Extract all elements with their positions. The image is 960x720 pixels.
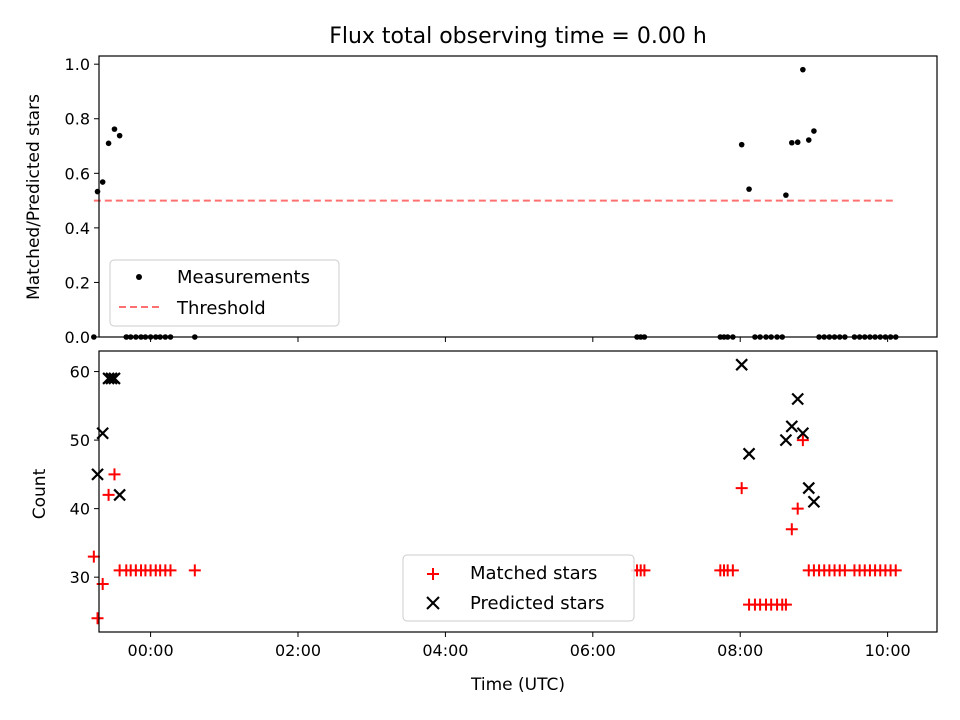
bottom-y-tick-label: 30 [70, 568, 90, 587]
top-y-tick-label: 0.4 [65, 219, 90, 238]
legend-measurements-marker [136, 274, 142, 280]
measurements-point [99, 179, 106, 185]
predicted-stars-point [785, 420, 799, 433]
top-y-tick-label: 1.0 [65, 55, 90, 74]
legend-threshold-label: Threshold [176, 298, 266, 319]
matched-stars-point [91, 612, 104, 625]
top-y-axis-label: Matched/Predicted stars [24, 94, 44, 300]
top-legend-box [109, 259, 340, 327]
legend-measurements-label: Measurements [177, 267, 310, 288]
matched-stars-point [785, 523, 798, 536]
measurements-point [746, 186, 752, 192]
x-tick-label: 04:00 [422, 641, 468, 660]
bottom-y-tick-label: 60 [70, 363, 90, 382]
top-marks [91, 66, 899, 340]
matched-stars-point [889, 564, 902, 577]
bottom-y-axis-label: Count [30, 468, 50, 519]
x-tick-label: 00:00 [128, 641, 174, 660]
bottom-legend: Matched stars Predicted stars [402, 554, 635, 622]
matched-stars-point [779, 598, 792, 611]
predicted-stars-point [742, 447, 756, 461]
bottom-y-tick-label: 40 [70, 500, 90, 519]
bottom-y-ticks: 30 40 50 60 [70, 363, 99, 587]
x-axis-label: Time (UTC) [470, 675, 565, 695]
measurements-point [738, 141, 745, 148]
matched-stars-point [638, 564, 651, 577]
measurements-point [116, 132, 123, 139]
legend-matched-stars-label: Matched stars [470, 563, 597, 584]
top-panel: 0.0 0.2 0.4 0.6 0.8 1.0 Matched/Predicted sta… [24, 55, 938, 347]
top-y-tick-label: 0.6 [65, 164, 90, 183]
predicted-stars-point [807, 495, 821, 509]
top-x-ticks [150, 337, 889, 342]
top-legend: Measurements Threshold [109, 259, 340, 327]
predicted-stars-point [802, 481, 816, 495]
x-tick-label: 08:00 [717, 641, 763, 660]
matched-stars-point [188, 564, 201, 577]
top-y-tick-label: 0.8 [65, 110, 90, 129]
legend-predicted-stars-marker [426, 596, 440, 610]
bottom-y-tick-label: 50 [70, 431, 90, 450]
x-tick-label: 02:00 [275, 641, 321, 660]
top-y-tick-label: 0.0 [65, 328, 90, 347]
bottom-axes-frame [98, 350, 938, 633]
predicted-stars-point [735, 358, 748, 371]
top-y-tick-label: 0.2 [65, 273, 90, 292]
top-y-ticks: 0.0 0.2 0.4 0.6 0.8 1.0 [65, 55, 99, 347]
measurements-point [805, 137, 812, 143]
x-tick-label: 10:00 [865, 641, 911, 660]
top-axes-frame [98, 55, 938, 338]
predicted-stars-point [91, 468, 104, 481]
bottom-marks [87, 358, 902, 625]
measurements-point [794, 139, 801, 146]
matched-stars-point [796, 434, 809, 447]
matched-stars-point [735, 482, 748, 495]
measurements-point [811, 128, 817, 134]
predicted-stars-point [105, 372, 118, 385]
measurements-point [111, 126, 118, 132]
measurements-point [783, 192, 789, 198]
measurements-point [105, 140, 112, 147]
matched-stars-point [791, 502, 804, 515]
matched-stars-point [108, 468, 121, 481]
measurements-point [789, 139, 795, 146]
predicted-stars-point [791, 392, 804, 406]
measurements-point [91, 334, 97, 340]
matched-stars-point [164, 564, 177, 577]
matched-stars-point [87, 550, 100, 563]
predicted-stars-point [113, 488, 126, 502]
matched-stars-point [726, 564, 739, 577]
matched-stars-point [102, 488, 115, 501]
predicted-stars-point [108, 372, 121, 385]
chart-title: Flux total observing time = 0.00 h [329, 24, 707, 49]
predicted-stars-point [796, 426, 810, 440]
bottom-legend-box [402, 554, 635, 622]
legend-matched-stars-marker [427, 568, 439, 580]
x-tick-label: 06:00 [570, 641, 616, 660]
measurements-point [800, 66, 806, 73]
bottom-x-ticks: 00:00 02:00 04:00 06:00 08:00 10:00 [128, 632, 911, 660]
predicted-stars-point [779, 433, 793, 447]
legend-predicted-stars-label: Predicted stars [470, 593, 604, 614]
